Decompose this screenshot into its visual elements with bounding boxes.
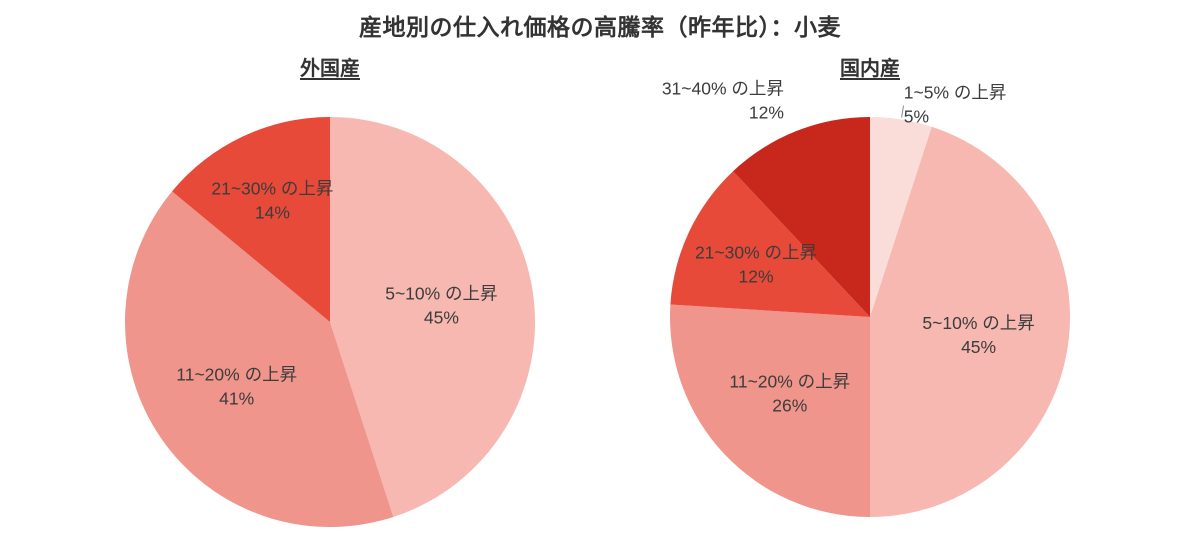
pie-slice-label: 11~20% の上昇 41% <box>176 364 297 408</box>
pie-slice <box>870 117 932 317</box>
pie-slice <box>330 117 536 517</box>
pie-slice <box>124 191 394 528</box>
pie-slice-label: 21~30% の上昇 14% <box>211 179 333 223</box>
pie-slice-label: 5~10% の上昇 45% <box>922 313 1034 357</box>
pie-slice <box>733 117 870 317</box>
chart-title: 産地別の仕入れ価格の高騰率（昨年比）：小麦 <box>359 14 841 40</box>
pie-slice-label: 1~5% の上昇 5% <box>904 83 1007 127</box>
pie-domestic-title: 国内産 <box>840 58 900 80</box>
pie-slice <box>870 126 1070 517</box>
pie-slice-label: 11~20% の上昇 26% <box>729 371 850 415</box>
pie-slice <box>669 304 870 517</box>
pie-slice <box>172 117 330 322</box>
pie-slice-label: 21~30% の上昇 12% <box>695 242 817 286</box>
label-leader-line <box>901 105 904 118</box>
pie-slice-label: 5~10% の上昇 45% <box>385 283 497 327</box>
pie-slice <box>670 171 870 317</box>
pie-slice-label: 31~40% の上昇 12% <box>662 78 784 122</box>
pie-foreign-title: 外国産 <box>300 58 360 80</box>
